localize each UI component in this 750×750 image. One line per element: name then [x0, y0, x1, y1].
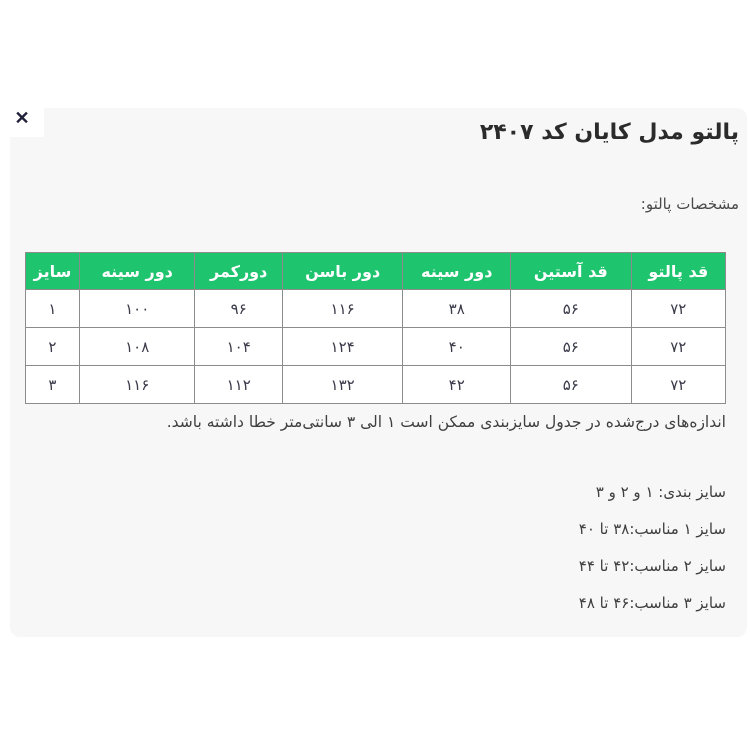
table-cell: ۱۰۸: [78, 327, 196, 366]
table-cell: ۳۸: [402, 289, 512, 328]
size-info-line: سایز ۳ مناسب:۴۶ تا ۴۸: [578, 594, 726, 613]
spec-subtitle: مشخصات پالتو:: [640, 195, 739, 213]
table-cell: ۵۶: [510, 327, 632, 366]
table-cell: ۲: [25, 327, 80, 366]
product-spec-modal: پالتو مدل کایان کد ۲۴۰۷ مشخصات پالتو: قد…: [10, 108, 747, 637]
page-title: پالتو مدل کایان کد ۲۴۰۷: [479, 120, 739, 145]
table-header-cell: سایز: [25, 252, 80, 290]
table-header-cell: دور سینه: [78, 252, 196, 290]
close-button[interactable]: ✕: [0, 99, 44, 137]
table-cell: ۱۱۶: [78, 365, 196, 404]
size-chart-table: قد پالتو قد آستین دور سینه دور باسن دورکمر دو…: [25, 252, 726, 404]
table-cell: ۱۲۴: [281, 327, 404, 366]
tolerance-note: اندازه‌های درج‌شده در جدول سایزبندی ممکن…: [166, 413, 726, 431]
table-row: ۷۲ ۵۶ ۳۸ ۱۱۶ ۹۶ ۱۰۰ ۱: [25, 289, 726, 328]
table-cell: ۹۶: [194, 289, 283, 328]
table-cell: ۴۲: [402, 365, 512, 404]
size-info-line: سایز ۱ مناسب:۳۸ تا ۴۰: [578, 520, 726, 539]
table-cell: ۴۰: [402, 327, 512, 366]
size-info-line: سایز ۲ مناسب:۴۲ تا ۴۴: [578, 557, 726, 576]
table-row: ۷۲ ۵۶ ۴۰ ۱۲۴ ۱۰۴ ۱۰۸ ۲: [25, 327, 726, 366]
table-cell: ۷۲: [630, 365, 726, 404]
table-cell: ۱۰۰: [78, 289, 196, 328]
table-cell: ۱: [25, 289, 80, 328]
table-cell: ۵۶: [510, 289, 632, 328]
table-header-cell: دور باسن: [281, 252, 404, 290]
close-icon: ✕: [14, 108, 30, 128]
size-info-block: سایز بندی: ۱ و ۲ و ۳ سایز ۱ مناسب:۳۸ تا ۴…: [18, 474, 726, 622]
table-header-row: قد پالتو قد آستین دور سینه دور باسن دورکمر دو…: [25, 252, 726, 290]
table-cell: ۱۱۶: [281, 289, 404, 328]
table-header-cell: قد پالتو: [630, 252, 726, 290]
table-cell: ۷۲: [630, 289, 726, 328]
table-header-cell: دور سینه: [402, 252, 512, 290]
size-info-line: سایز بندی: ۱ و ۲ و ۳: [595, 483, 726, 502]
table-cell: ۷۲: [630, 327, 726, 366]
table-cell: ۱۱۲: [194, 365, 283, 404]
table-header-cell: دورکمر: [194, 252, 283, 290]
table-header-cell: قد آستین: [510, 252, 632, 290]
table-cell: ۱۳۲: [281, 365, 404, 404]
table-cell: ۵۶: [510, 365, 632, 404]
table-cell: ۱۰۴: [194, 327, 283, 366]
table-body: ۷۲ ۵۶ ۳۸ ۱۱۶ ۹۶ ۱۰۰ ۱ ۷۲ ۵۶ ۴۰ ۱۲۴ ۱۰۴ ۱۰۸ ۲ ۷۲ ۵۶ ۴۲ ۱۳۲…: [25, 289, 726, 404]
table-row: ۷۲ ۵۶ ۴۲ ۱۳۲ ۱۱۲ ۱۱۶ ۳: [25, 365, 726, 404]
table-cell: ۳: [25, 365, 80, 404]
